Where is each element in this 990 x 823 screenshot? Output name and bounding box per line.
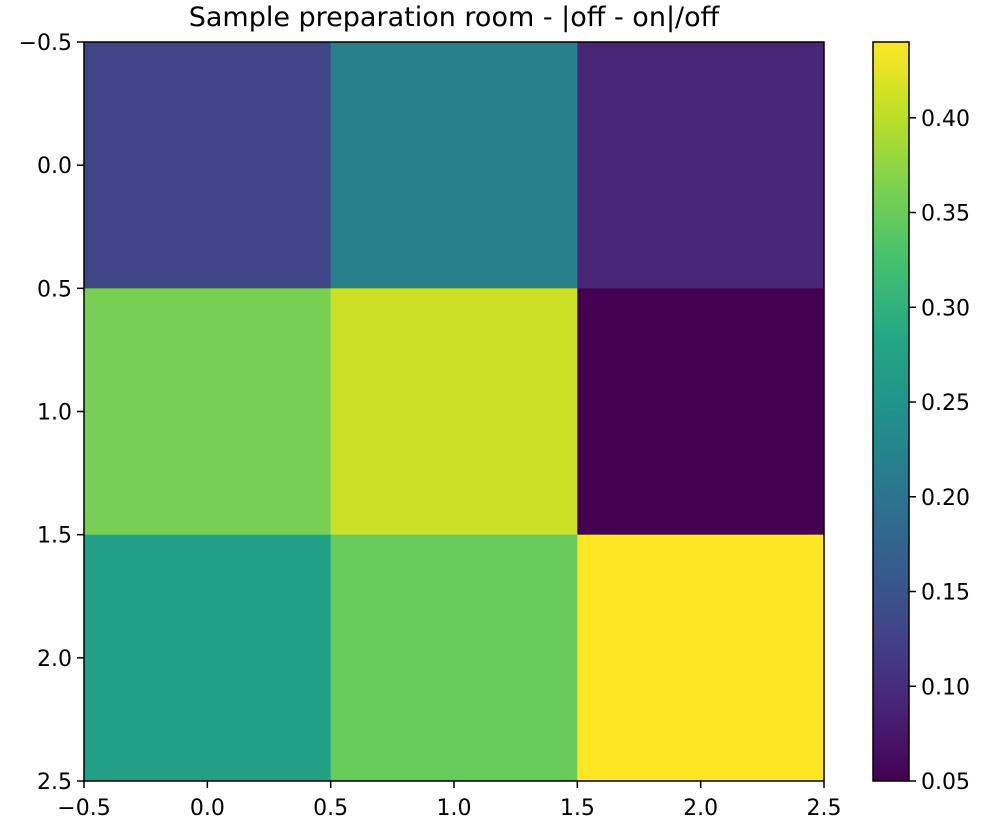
heatmap-cell [330,534,578,782]
heatmap-cell [330,288,578,536]
x-tick-label: 2.5 [807,796,842,821]
colorbar-tick-label: 0.10 [921,675,970,700]
x-tick-label: 2.0 [683,796,718,821]
heatmap-cells [84,42,825,782]
colorbar-tick-label: 0.05 [921,770,970,795]
x-tick-label: 0.5 [313,796,348,821]
heatmap-cell [330,42,578,289]
heatmap-cell [84,42,332,289]
y-tick-label: 0.0 [37,154,72,179]
y-tick-label: −0.5 [19,31,72,56]
y-tick-label: 0.5 [37,277,72,302]
y-tick-label: 1.0 [37,401,72,426]
y-tick-label: 1.5 [37,524,72,549]
colorbar-tick-label: 0.40 [921,107,970,132]
y-tick-label: 2.5 [37,770,72,795]
y-tick-label: 2.0 [37,647,72,672]
colorbar-axis: 0.05 0.10 0.15 0.20 0.25 0.30 0.35 0.40 [909,107,970,795]
colorbar-tick-label: 0.20 [921,486,970,511]
heatmap-cell [577,42,825,289]
colorbar-tick-label: 0.35 [921,202,970,227]
colorbar-tick-label: 0.25 [921,391,970,416]
x-tick-label: 1.0 [437,796,472,821]
y-axis: −0.5 0.0 0.5 1.0 1.5 2.0 2.5 [19,31,84,795]
x-tick-label: −0.5 [57,796,110,821]
colorbar-tick-label: 0.15 [921,581,970,606]
x-tick-label: 1.5 [560,796,595,821]
heatmap-cell [577,288,825,536]
heatmap-cell [577,534,825,782]
chart-title: Sample preparation room - |off - on|/off [189,2,721,33]
colorbar [872,41,910,782]
heatmap-cell [84,534,332,782]
heatmap-cell [84,288,332,536]
colorbar-tick-label: 0.30 [921,296,970,321]
x-axis: −0.5 0.0 0.5 1.0 1.5 2.0 2.5 [57,781,842,821]
x-tick-label: 0.0 [190,796,225,821]
